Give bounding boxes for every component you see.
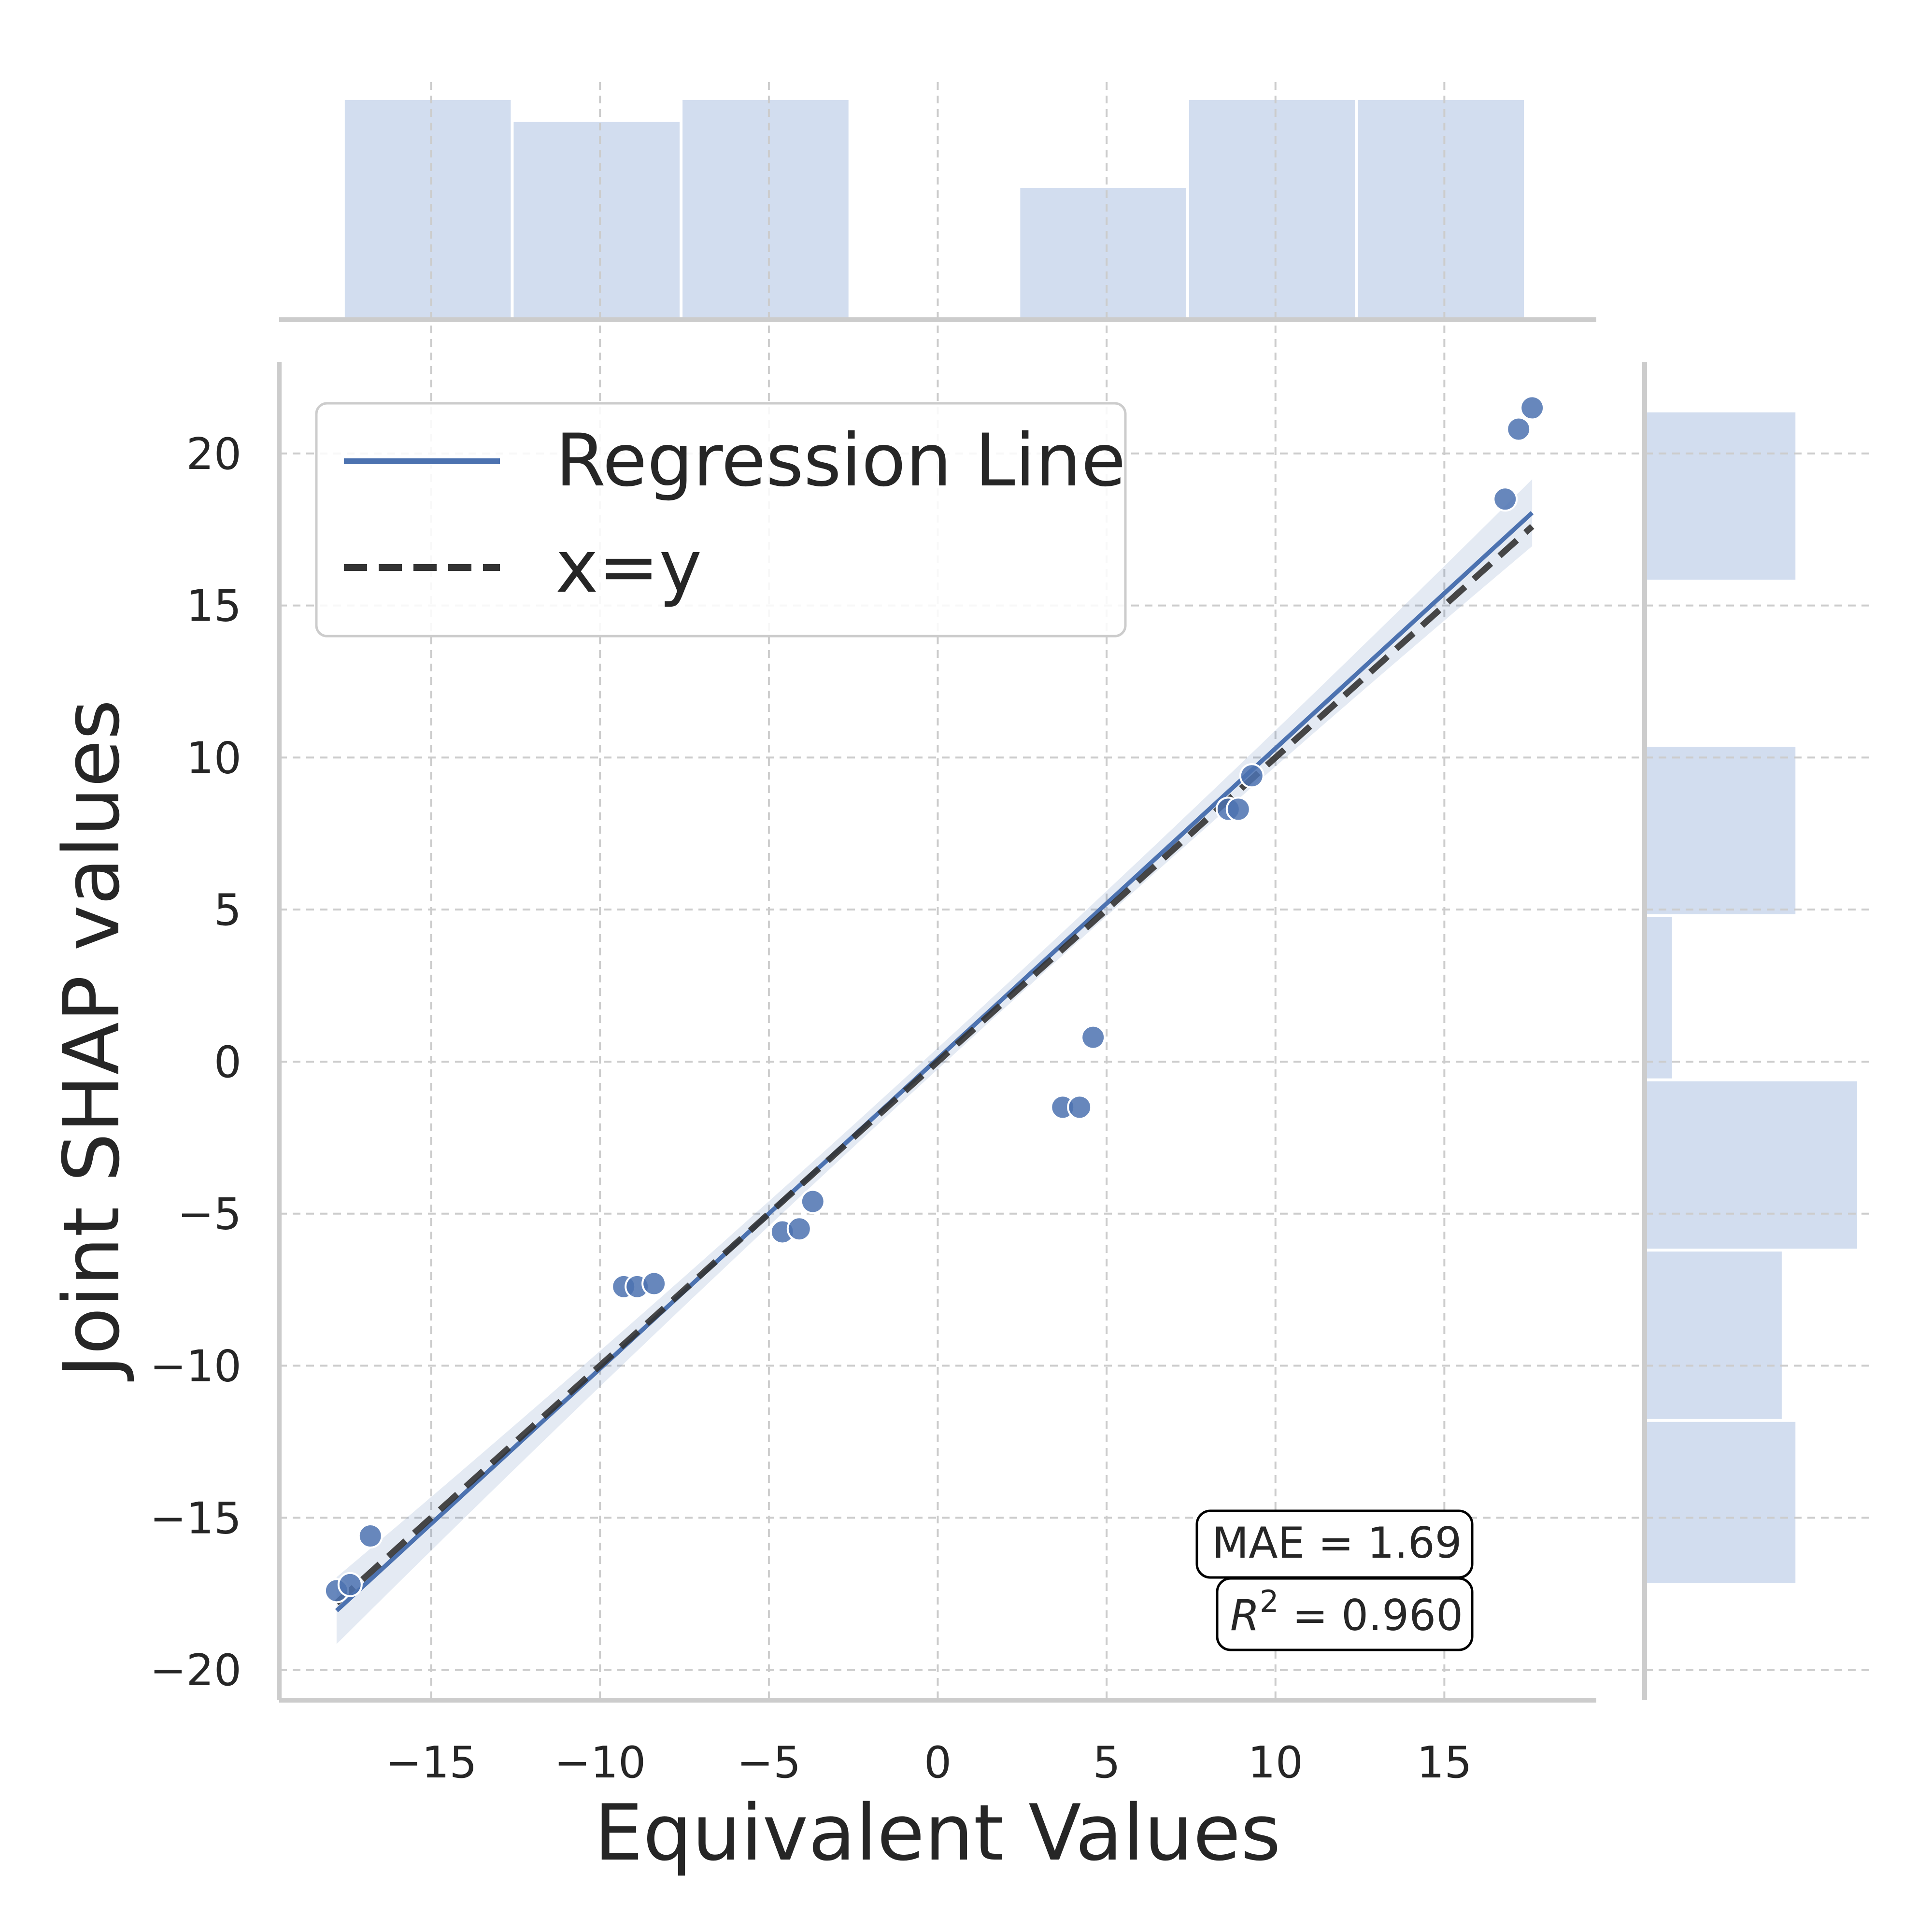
top-hist-bar <box>1020 188 1186 320</box>
legend-identity-label: x=y <box>555 525 702 609</box>
scatter-point-2 <box>357 1523 383 1549</box>
identity-line <box>334 524 1534 1605</box>
right-hist-bar <box>1645 1421 1796 1583</box>
axis-spines <box>277 362 1596 1703</box>
fit-lines <box>334 511 1534 1612</box>
legend: Regression Line x=y <box>315 402 1127 638</box>
scatter-point-10 <box>1067 1094 1093 1120</box>
scatter-point-11 <box>1080 1024 1106 1050</box>
r2-box <box>1216 1577 1474 1651</box>
scatter-point-8 <box>800 1189 825 1214</box>
legend-regression-label: Regression Line <box>555 419 1126 503</box>
r2-value: = 0.960 <box>1279 1591 1463 1640</box>
right-histogram <box>1642 362 1857 1700</box>
top-histogram <box>279 100 1596 322</box>
scatter-point-7 <box>786 1216 812 1242</box>
scatter-point-1 <box>337 1572 363 1597</box>
x-tick-label-5: 10 <box>1248 1737 1303 1788</box>
y-tick-label-8: 20 <box>186 429 242 480</box>
right-hist-bar <box>1645 917 1672 1079</box>
top-hist-bar <box>513 122 680 320</box>
x-tick-label-2: −5 <box>737 1737 801 1788</box>
top-hist-bar <box>1189 100 1355 320</box>
y-tick-label-1: −15 <box>150 1493 242 1544</box>
mae-text: MAE = 1.69 <box>1212 1518 1462 1568</box>
y-tick-label-2: −10 <box>150 1341 242 1392</box>
y-tick-label-5: 5 <box>214 885 242 936</box>
right-hist-bar <box>1645 412 1796 580</box>
y-tick-label-4: 0 <box>214 1037 242 1088</box>
x-tick-label-0: −15 <box>385 1737 477 1788</box>
y-tick-label-3: −5 <box>177 1189 242 1240</box>
scatter-point-14 <box>1239 763 1264 789</box>
scatter-point-16 <box>1506 416 1532 442</box>
x-tick-label-3: 0 <box>924 1737 952 1788</box>
y-tick-label-0: −20 <box>150 1645 242 1696</box>
scatter-point-15 <box>1492 486 1518 512</box>
y-axis-label: Joint SHAP values <box>46 699 137 1382</box>
x-tick-label-1: −10 <box>554 1737 646 1788</box>
scatter-point-13 <box>1225 796 1251 822</box>
right-hist-bar <box>1645 1251 1782 1419</box>
right-hist-bar <box>1645 1081 1857 1249</box>
grid-lines <box>279 82 1874 1700</box>
x-tick-label-4: 5 <box>1093 1737 1120 1788</box>
x-tick-label-6: 15 <box>1417 1737 1472 1788</box>
tick-labels: −15 −10 −5 0 5 10 15 −20 −15 −10 −5 0 5 10 15 20 <box>150 429 1472 1788</box>
scatter-point-17 <box>1520 395 1545 421</box>
scatter-point-5 <box>641 1271 667 1296</box>
r2-exponent: 2 <box>1260 1584 1279 1619</box>
legend-frame <box>315 402 1127 638</box>
r2-symbol: R <box>1230 1591 1260 1640</box>
top-hist-bar <box>682 100 849 320</box>
right-hist-bar <box>1645 747 1796 914</box>
y-tick-label-7: 15 <box>186 581 242 632</box>
top-hist-bar <box>344 100 511 320</box>
stats-box: MAE = 1.69 R2 = 0.960 <box>1195 1509 1474 1651</box>
y-tick-label-6: 10 <box>186 733 242 783</box>
x-axis-label: Equivalent Values <box>594 1788 1281 1878</box>
top-hist-bar <box>1358 100 1524 320</box>
scatter-points <box>324 395 1545 1604</box>
r2-text: R2 = 0.960 <box>1230 1584 1463 1640</box>
